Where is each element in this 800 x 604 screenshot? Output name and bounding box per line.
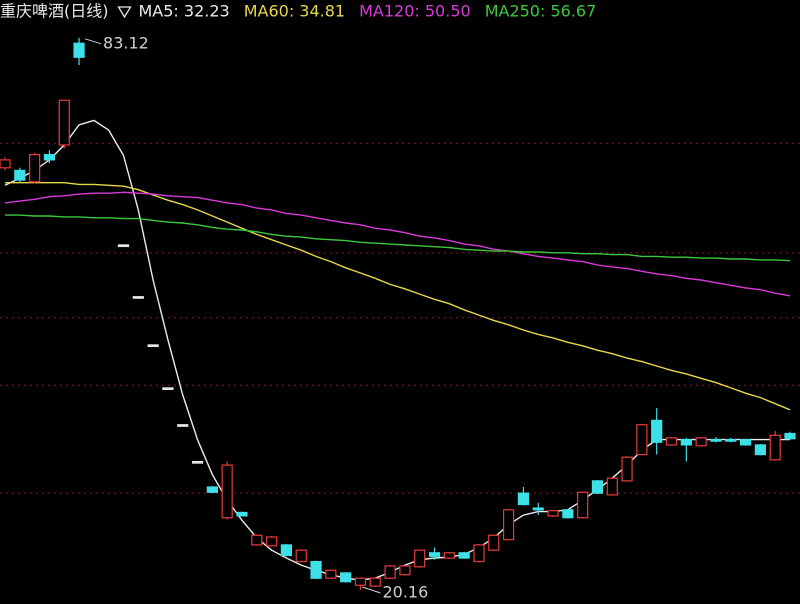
candle-body xyxy=(710,439,722,442)
candle-body xyxy=(488,534,500,551)
candle-body xyxy=(680,439,692,446)
candle-body xyxy=(236,511,248,517)
candle-body xyxy=(769,434,781,461)
candle-body xyxy=(325,569,337,579)
candle-body xyxy=(428,552,441,557)
candle-body xyxy=(754,444,766,456)
legend-entry: MA5: 32.23 xyxy=(139,2,230,21)
candle-body xyxy=(784,432,796,440)
candle-body xyxy=(399,565,411,576)
candle-body xyxy=(547,510,559,517)
annotations: 83.12 20.16 xyxy=(84,33,428,601)
candle-body xyxy=(280,544,293,557)
candle-body xyxy=(562,509,574,519)
candle-body xyxy=(43,154,56,161)
candle-body xyxy=(295,549,307,563)
candle-body xyxy=(310,560,322,579)
candle-body xyxy=(58,99,70,146)
candle-body xyxy=(340,572,352,583)
grid xyxy=(0,142,800,494)
candle-body xyxy=(369,577,381,587)
candle-body xyxy=(162,387,174,391)
legend-entry: MA250: 56.67 xyxy=(485,2,597,21)
candle-body xyxy=(458,552,470,559)
high-label: 83.12 xyxy=(103,33,149,52)
legend-entry: MA60: 34.81 xyxy=(244,2,345,21)
candle-body xyxy=(665,437,678,446)
candle-body xyxy=(177,424,189,427)
candle-body xyxy=(651,419,663,443)
candle-body xyxy=(132,296,144,299)
low-label: 20.16 xyxy=(382,582,428,601)
candle-body xyxy=(29,154,41,183)
ma-line xyxy=(4,191,791,297)
candle-body xyxy=(14,169,26,181)
candle-body xyxy=(117,244,130,248)
candle-body xyxy=(191,460,204,464)
candle-body xyxy=(354,577,367,586)
ma-line xyxy=(5,214,791,262)
candle-body xyxy=(414,549,426,568)
candle-body xyxy=(0,159,11,169)
candle-body xyxy=(473,544,485,563)
ma-line xyxy=(5,182,791,411)
candle-body xyxy=(206,486,218,493)
candles xyxy=(0,37,796,590)
candle-body xyxy=(384,565,396,579)
legend-entry: MA120: 50.50 xyxy=(359,2,471,21)
header: 重庆啤酒(日线) MA5: 32.23 MA60: 34.81 MA120: 50.… xyxy=(0,2,596,21)
candle-body xyxy=(636,424,648,456)
dropdown-icon[interactable] xyxy=(117,6,132,19)
candle-body xyxy=(147,344,159,348)
candle-body xyxy=(517,492,529,506)
candle-body xyxy=(251,534,263,546)
chart-title: 重庆啤酒(日线) xyxy=(0,2,109,21)
annotation-pointer xyxy=(84,38,102,45)
candle-body xyxy=(443,552,455,559)
candle-body xyxy=(577,491,589,519)
candle-body xyxy=(621,456,633,482)
candle-body xyxy=(502,509,515,541)
candle-body xyxy=(695,437,707,447)
candle-body xyxy=(725,439,737,442)
candle-body xyxy=(221,464,233,519)
candle-body xyxy=(606,477,618,496)
candle-body xyxy=(73,42,85,58)
candle-body xyxy=(532,507,544,511)
candle-body xyxy=(266,536,278,547)
candle-body xyxy=(591,480,604,494)
annotation-pointer xyxy=(362,586,381,594)
candle-body xyxy=(739,439,752,446)
